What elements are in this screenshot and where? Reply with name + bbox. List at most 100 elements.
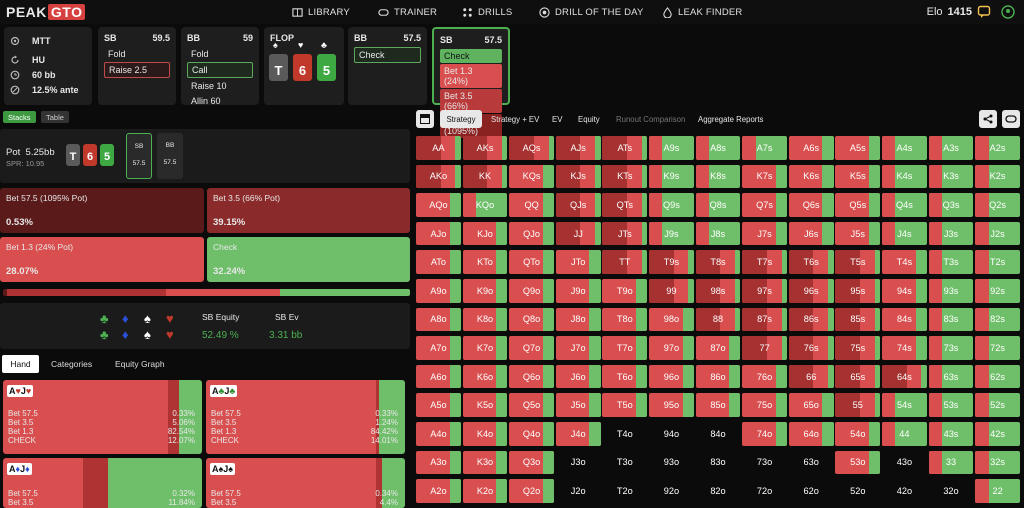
hand-cell-Q5o[interactable]: Q5o bbox=[509, 393, 554, 417]
hand-cell-A6o[interactable]: A6o bbox=[416, 364, 461, 389]
hand-cell-K8o[interactable]: K8o bbox=[462, 307, 508, 332]
hand-cell-K7o[interactable]: K7o bbox=[462, 336, 508, 360]
hand-cell-J7o[interactable]: J7o bbox=[555, 336, 601, 360]
hand-cell-66[interactable]: 66 bbox=[788, 364, 834, 389]
hand-cell-42s[interactable]: 42s bbox=[975, 422, 1020, 446]
hand-cell-KTs[interactable]: KTs bbox=[602, 164, 648, 189]
hand-cell-QJo[interactable]: QJo bbox=[509, 221, 554, 246]
hand-cell-44[interactable]: 44 bbox=[882, 422, 927, 446]
hand-cell-KK[interactable]: KK bbox=[462, 164, 508, 189]
hand-cell-95o[interactable]: 95o bbox=[649, 393, 694, 417]
hand-cell-T2o[interactable]: T2o bbox=[602, 479, 647, 503]
hand-card-AdJd[interactable]: A♦J♦ Bet 57.5 Bet 3.5 0.32% 11.84% bbox=[3, 458, 202, 508]
hand-cell-T3o[interactable]: T3o bbox=[602, 451, 647, 475]
hand-cell-52o[interactable]: 52o bbox=[835, 479, 880, 503]
hand-cell-QQ[interactable]: QQ bbox=[509, 193, 554, 217]
tab-stacks[interactable]: Stacks bbox=[3, 111, 36, 123]
hand-cell-T9o[interactable]: T9o bbox=[602, 279, 648, 303]
hand-cell-QJs[interactable]: QJs bbox=[555, 193, 601, 217]
hand-cell-A4s[interactable]: A4s bbox=[882, 136, 927, 160]
hand-cell-53o[interactable]: 53o bbox=[835, 450, 881, 475]
hand-cell-86o[interactable]: 86o bbox=[695, 364, 741, 389]
hand-cell-K2o[interactable]: K2o bbox=[462, 479, 508, 503]
hand-cell-T7o[interactable]: T7o bbox=[602, 336, 648, 360]
hand-cell-K3s[interactable]: K3s bbox=[928, 164, 974, 189]
hand-cell-99[interactable]: 99 bbox=[649, 279, 694, 303]
hand-cell-A8o[interactable]: A8o bbox=[416, 307, 461, 332]
tab-strategy[interactable]: Strategy bbox=[440, 110, 482, 128]
hand-cell-T4o[interactable]: T4o bbox=[602, 422, 647, 446]
hand-cell-KJo[interactable]: KJo bbox=[462, 221, 508, 246]
hand-cell-TT[interactable]: TT bbox=[602, 250, 648, 274]
hand-cell-K9o[interactable]: K9o bbox=[462, 279, 508, 303]
hand-cell-T6s[interactable]: T6s bbox=[788, 250, 834, 274]
hand-cell-82o[interactable]: 82o bbox=[696, 479, 741, 503]
hand-cell-82s[interactable]: 82s bbox=[975, 307, 1020, 332]
hand-cell-84s[interactable]: 84s bbox=[882, 307, 927, 332]
hand-cell-A6s[interactable]: A6s bbox=[788, 136, 834, 160]
hand-cell-76o[interactable]: 76o bbox=[742, 364, 787, 389]
hand-cell-32o[interactable]: 32o bbox=[929, 479, 974, 503]
hand-cell-22[interactable]: 22 bbox=[975, 479, 1020, 503]
hand-cell-64o[interactable]: 64o bbox=[788, 422, 834, 446]
hand-cell-A7o[interactable]: A7o bbox=[416, 336, 461, 360]
hand-cell-K7s[interactable]: K7s bbox=[742, 164, 787, 189]
hand-cell-QTo[interactable]: QTo bbox=[509, 250, 554, 274]
hand-cell-62o[interactable]: 62o bbox=[789, 479, 834, 503]
hand-cell-85o[interactable]: 85o bbox=[695, 393, 741, 417]
hand-cell-93o[interactable]: 93o bbox=[649, 451, 694, 475]
hand-cell-A9s[interactable]: A9s bbox=[649, 136, 694, 160]
nav-library[interactable]: LIBRARY bbox=[292, 0, 350, 24]
hand-cell-74s[interactable]: 74s bbox=[882, 336, 927, 360]
hand-cell-J3o[interactable]: J3o bbox=[556, 451, 601, 475]
chat-icon[interactable] bbox=[977, 5, 991, 19]
hand-cell-Q4s[interactable]: Q4s bbox=[882, 193, 927, 217]
nav-trainer[interactable]: TRAINER bbox=[378, 0, 437, 24]
hand-cell-53s[interactable]: 53s bbox=[928, 393, 974, 417]
nav-leak-finder[interactable]: LEAK FINDER bbox=[662, 0, 743, 24]
hand-cell-97o[interactable]: 97o bbox=[649, 336, 694, 360]
hand-cell-73o[interactable]: 73o bbox=[742, 451, 787, 475]
hand-cell-Q4o[interactable]: Q4o bbox=[509, 422, 554, 446]
hand-cell-83s[interactable]: 83s bbox=[928, 307, 974, 332]
hand-cell-T4s[interactable]: T4s bbox=[882, 250, 927, 274]
action-fold[interactable]: Fold bbox=[191, 49, 209, 59]
hand-cell-T8s[interactable]: T8s bbox=[695, 250, 741, 274]
hand-card-AcJc[interactable]: A♣J♣ Bet 57.5 Bet 3.5 Bet 1.3 CHECK 0.33% 1.… bbox=[206, 380, 405, 454]
hand-cell-J5o[interactable]: J5o bbox=[555, 393, 601, 417]
hand-cell-52s[interactable]: 52s bbox=[975, 393, 1020, 417]
hand-cell-75s[interactable]: 75s bbox=[835, 336, 881, 360]
seat-bb[interactable]: BB 57.5 bbox=[157, 133, 183, 179]
hand-cell-74o[interactable]: 74o bbox=[742, 422, 787, 446]
hand-cell-T6o[interactable]: T6o bbox=[602, 364, 648, 389]
hand-cell-K6o[interactable]: K6o bbox=[462, 364, 508, 389]
hand-cell-65o[interactable]: 65o bbox=[788, 393, 834, 417]
hand-cell-A9o[interactable]: A9o bbox=[416, 279, 461, 303]
hand-cell-T2s[interactable]: T2s bbox=[975, 250, 1020, 274]
seat-sb[interactable]: SB 57.5 bbox=[126, 133, 152, 179]
hand-cell-AKo[interactable]: AKo bbox=[416, 164, 461, 189]
hand-cell-32s[interactable]: 32s bbox=[975, 450, 1020, 475]
hand-cell-94s[interactable]: 94s bbox=[882, 279, 927, 303]
hand-cell-AJs[interactable]: AJs bbox=[555, 136, 601, 160]
hand-cell-K2s[interactable]: K2s bbox=[975, 164, 1020, 189]
hand-cell-65s[interactable]: 65s bbox=[835, 364, 881, 389]
hand-cell-33[interactable]: 33 bbox=[928, 450, 974, 475]
hand-cell-87o[interactable]: 87o bbox=[695, 336, 741, 360]
strategy-bet-big[interactable]: Bet 57.5 (1095% Pot) 0.53% bbox=[0, 188, 204, 233]
hand-cell-T5s[interactable]: T5s bbox=[835, 250, 881, 274]
hand-cell-K6s[interactable]: K6s bbox=[788, 164, 834, 189]
hand-cell-72o[interactable]: 72o bbox=[742, 479, 787, 503]
hand-card-AhJh[interactable]: A♥J♥ Bet 57.5 Bet 3.5 Bet 1.3 CHECK 0.33% 5.… bbox=[3, 380, 202, 454]
strategy-bet-mid[interactable]: Bet 3.5 (66% Pot) 39.15% bbox=[207, 188, 410, 233]
hand-cell-92o[interactable]: 92o bbox=[649, 479, 694, 503]
hand-cell-J2s[interactable]: J2s bbox=[975, 221, 1020, 246]
nav-drill-of-the-day[interactable]: DRILL OF THE DAY bbox=[539, 0, 644, 24]
hand-cell-J4s[interactable]: J4s bbox=[882, 221, 927, 246]
hand-cell-JTo[interactable]: JTo bbox=[555, 250, 601, 274]
nav-drills[interactable]: DRILLS bbox=[462, 0, 512, 24]
hand-cell-K4s[interactable]: K4s bbox=[882, 164, 927, 189]
hand-cell-T7s[interactable]: T7s bbox=[742, 250, 787, 274]
hand-cell-63s[interactable]: 63s bbox=[928, 364, 974, 389]
hand-cell-A3s[interactable]: A3s bbox=[928, 136, 974, 160]
